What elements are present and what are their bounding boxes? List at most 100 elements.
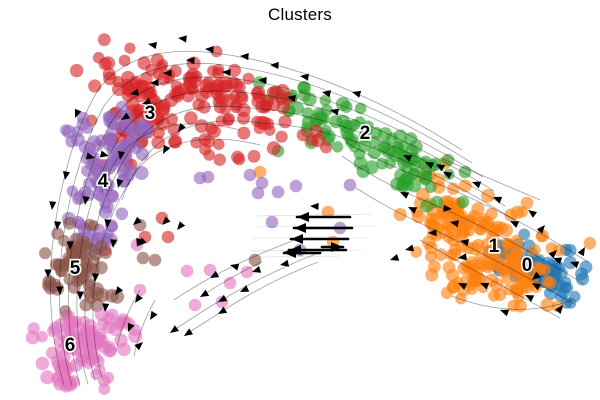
- data-point: [136, 251, 150, 265]
- data-point: [237, 126, 251, 140]
- arrowhead-icon: [200, 289, 210, 297]
- data-point: [148, 253, 162, 267]
- data-point: [83, 319, 97, 333]
- data-point: [105, 116, 118, 130]
- data-point: [489, 278, 504, 292]
- streamline: [103, 62, 473, 164]
- data-point: [305, 133, 319, 147]
- data-point: [152, 126, 165, 139]
- data-point: [65, 315, 79, 329]
- data-point: [253, 165, 267, 179]
- data-point: [124, 42, 136, 54]
- data-point: [575, 267, 589, 281]
- data-point: [97, 374, 111, 387]
- cluster-label: 5: [70, 258, 81, 279]
- data-point: [213, 138, 225, 151]
- arrowhead-icon: [49, 201, 57, 210]
- data-point: [583, 237, 597, 250]
- arrowhead-icon: [178, 123, 186, 132]
- data-point: [441, 153, 455, 167]
- cluster-label: 3: [145, 103, 156, 124]
- arrowhead-icon: [117, 151, 125, 160]
- data-point: [40, 370, 55, 385]
- arrowhead-icon: [297, 211, 309, 223]
- data-point: [51, 371, 64, 384]
- data-point: [321, 205, 335, 219]
- data-point: [85, 159, 97, 171]
- data-point: [184, 111, 198, 125]
- data-point: [86, 338, 99, 351]
- arrowhead-icon: [240, 53, 249, 61]
- data-point: [484, 252, 497, 265]
- arrowhead-icon: [536, 225, 545, 234]
- data-point: [228, 63, 241, 77]
- data-point: [81, 122, 94, 134]
- arrowhead-icon: [577, 247, 585, 257]
- streamline: [121, 138, 261, 201]
- arrowhead-icon: [291, 233, 303, 245]
- arrowhead-icon: [528, 210, 538, 218]
- data-point: [36, 330, 48, 343]
- data-point: [39, 247, 52, 260]
- data-point: [103, 312, 116, 325]
- arrowhead-icon: [252, 265, 262, 273]
- data-point: [271, 185, 285, 199]
- data-point: [110, 289, 125, 304]
- arrowhead-icon: [163, 144, 171, 154]
- data-point: [233, 153, 246, 166]
- data-point: [247, 149, 261, 163]
- streamline: [439, 157, 541, 201]
- streamline-faint: [257, 225, 376, 228]
- data-point: [254, 115, 269, 130]
- arrowhead-icon: [300, 73, 309, 81]
- data-point: [424, 241, 438, 255]
- arrowhead-icon: [222, 69, 231, 77]
- streamline: [101, 123, 241, 193]
- arrowhead-icon: [294, 222, 306, 234]
- arrowhead-icon: [54, 221, 62, 230]
- streamline: [344, 141, 589, 263]
- data-point: [265, 215, 279, 229]
- data-point: [82, 279, 96, 292]
- streamline: [419, 239, 561, 319]
- data-point: [194, 119, 209, 133]
- data-point: [103, 340, 116, 353]
- data-point: [72, 264, 87, 279]
- streamline: [355, 187, 575, 305]
- data-point: [122, 119, 135, 133]
- arrowhead-icon: [138, 237, 147, 246]
- arrowhead-icon: [134, 342, 143, 351]
- data-point: [192, 98, 205, 112]
- arrowhead-icon: [450, 220, 460, 228]
- data-point: [25, 330, 40, 345]
- data-point: [248, 253, 262, 267]
- data-point: [359, 124, 373, 137]
- data-point: [203, 149, 215, 161]
- data-point: [451, 209, 466, 224]
- data-point: [88, 135, 101, 147]
- data-point: [177, 82, 190, 95]
- data-point: [97, 33, 111, 47]
- data-point: [163, 73, 175, 85]
- data-point: [468, 241, 482, 256]
- streamline: [97, 50, 463, 151]
- data-point: [510, 283, 523, 296]
- data-point: [60, 124, 72, 136]
- data-point: [563, 256, 577, 270]
- data-point: [236, 103, 251, 118]
- data-point: [233, 80, 246, 93]
- arrowhead-icon: [532, 283, 542, 291]
- data-point: [218, 75, 233, 90]
- arrowhead-icon: [142, 97, 152, 105]
- data-point: [458, 179, 472, 193]
- data-point: [203, 82, 215, 94]
- data-point: [115, 100, 128, 113]
- arrowhead-icon: [74, 108, 82, 118]
- arrowhead-icon: [240, 285, 250, 292]
- data-point: [275, 130, 288, 143]
- arrowhead-icon: [148, 41, 157, 49]
- data-point: [141, 122, 154, 135]
- data-point: [507, 299, 520, 312]
- arrowhead-icon: [472, 181, 482, 189]
